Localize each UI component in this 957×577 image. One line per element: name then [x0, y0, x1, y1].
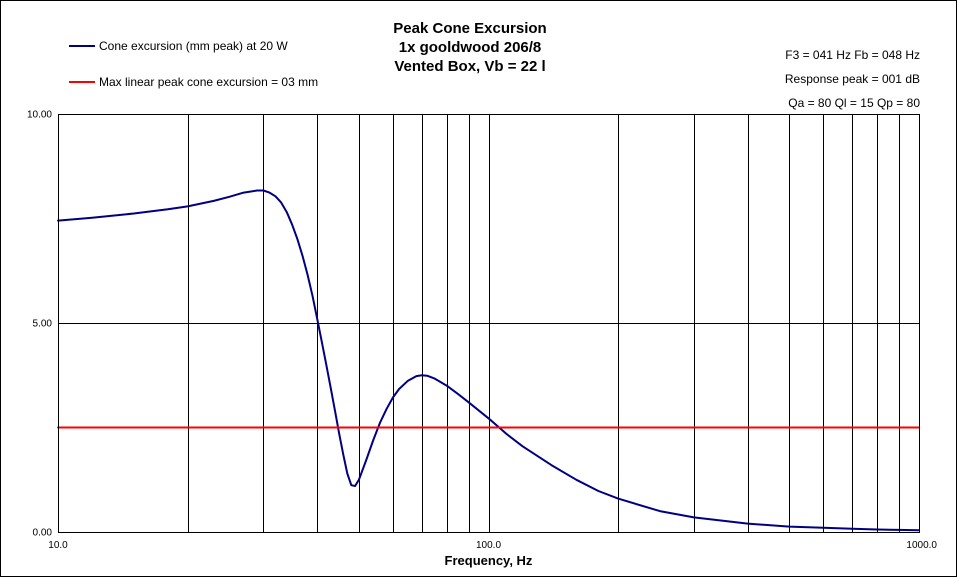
x-tick-label: 10.0	[48, 540, 68, 551]
chart-title: Peak Cone Excursion 1x gooldwood 206/8 Ven…	[393, 20, 546, 75]
chart-title-line-1: Peak Cone Excursion	[393, 20, 546, 37]
chart-title-line-3: Vented Box, Vb = 22 l	[394, 58, 545, 75]
info-line-2: Response peak = 001 dB	[785, 72, 920, 86]
legend: Cone excursion (mm peak) at 20 W Max line…	[69, 39, 318, 89]
legend-label-1: Cone excursion (mm peak) at 20 W	[99, 39, 288, 53]
x-tick-label: 1000.0	[906, 540, 937, 551]
gridlines	[58, 114, 919, 532]
series-lines	[57, 189, 920, 532]
x-tick-label: 100.0	[476, 540, 501, 551]
y-tick-label: 10.00	[27, 110, 52, 121]
plot-area	[58, 114, 920, 533]
y-tick-label: 0.00	[33, 528, 53, 539]
info-line-3: Qa = 80 Ql = 15 Qp = 80	[788, 96, 920, 110]
series-line-1	[57, 189, 920, 532]
legend-label-2: Max linear peak cone excursion = 03 mm	[99, 75, 318, 89]
axis-ticks: 0.00 5.00 10.00 10.0 100.0 1000.0	[27, 110, 937, 552]
chart-title-line-2: 1x gooldwood 206/8	[399, 39, 542, 56]
x-axis-label: Frequency, Hz	[445, 553, 533, 568]
info-text: F3 = 041 Hz Fb = 048 Hz Response peak = 0…	[785, 48, 920, 110]
y-tick-label: 5.00	[33, 319, 53, 330]
info-line-1: F3 = 041 Hz Fb = 048 Hz	[785, 48, 920, 62]
